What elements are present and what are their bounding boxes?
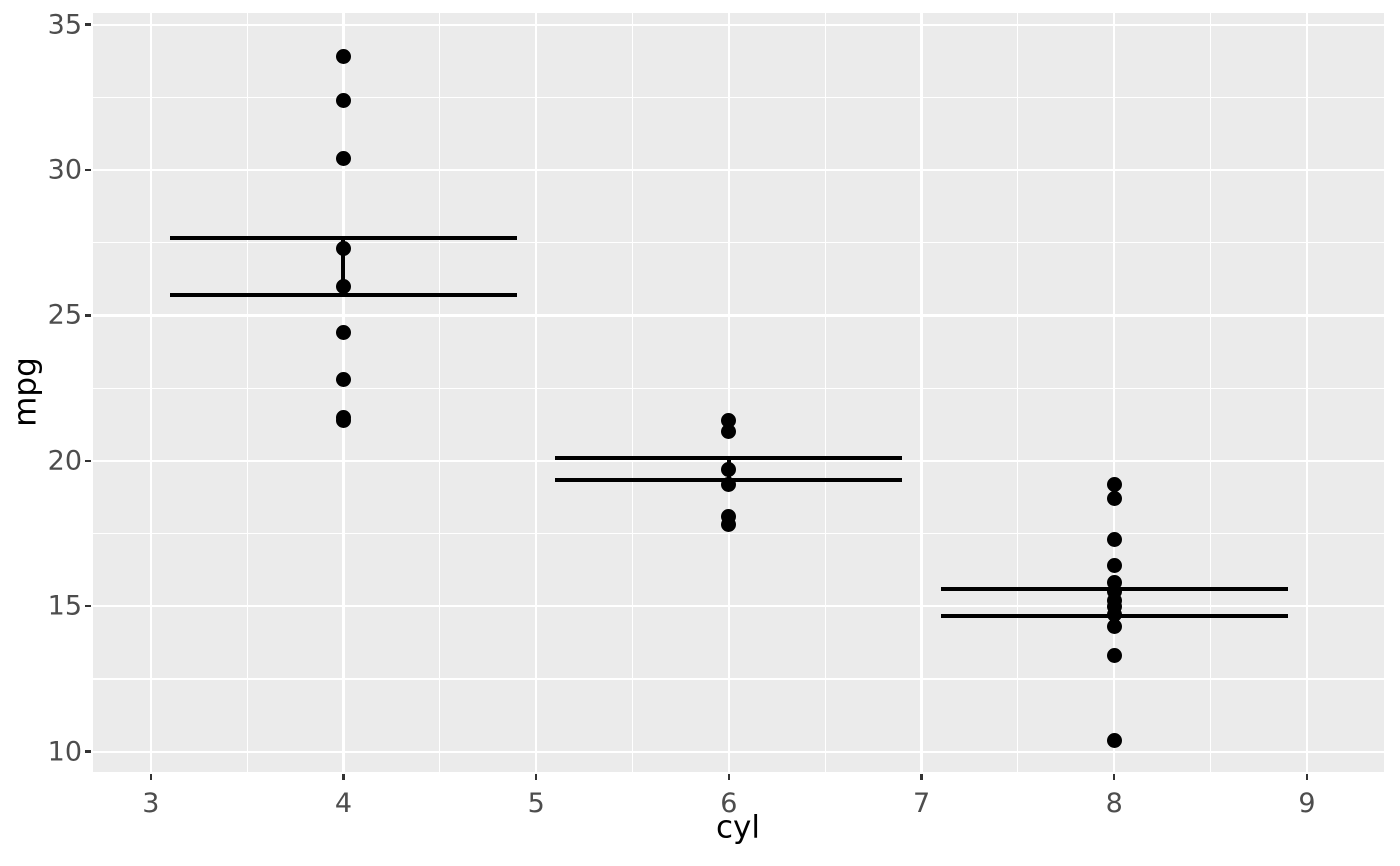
gridline-minor-vertical [439, 13, 441, 772]
gridline-minor-vertical [631, 13, 634, 772]
gridline-minor-horizontal [93, 387, 1384, 389]
data-point [335, 371, 351, 387]
gridline-major-vertical [149, 13, 152, 772]
y-axis-title: mpg [7, 357, 44, 427]
y-axis-tick-label: 30 [47, 154, 82, 186]
data-point [335, 241, 351, 257]
x-axis-tick-label: 5 [527, 788, 545, 819]
gridline-minor-horizontal [93, 96, 1384, 98]
x-axis-tick [1305, 774, 1309, 780]
data-point [1106, 607, 1122, 623]
y-axis-tick [85, 459, 91, 463]
x-axis-tick [727, 774, 731, 780]
data-point [721, 412, 737, 428]
data-point [721, 476, 737, 492]
data-point [335, 325, 351, 341]
gridline-minor-horizontal [93, 532, 1384, 535]
y-axis-tick [85, 168, 91, 172]
gridline-major-vertical [1113, 13, 1116, 772]
x-axis-tick-label: 6 [720, 788, 738, 819]
y-axis-tick [85, 750, 91, 753]
y-axis-tick [85, 314, 91, 317]
data-point [1106, 732, 1122, 748]
gridline-minor-vertical [1209, 13, 1212, 772]
x-axis-tick-label: 8 [1105, 788, 1123, 819]
x-axis-tick [920, 774, 923, 780]
gridline-minor-horizontal [93, 242, 1384, 244]
gridline-major-horizontal [93, 750, 1384, 753]
data-point [1106, 558, 1122, 574]
y-axis-tick-label: 10 [47, 736, 82, 768]
gridline-minor-vertical [246, 13, 248, 772]
gridline-major-vertical [727, 13, 730, 772]
data-point [335, 92, 351, 108]
crossbar-middle-segment [341, 238, 346, 296]
data-point [335, 278, 351, 294]
y-axis-tick-label: 20 [47, 445, 82, 477]
data-point [1106, 619, 1122, 635]
x-axis-tick-label: 4 [334, 788, 353, 819]
x-axis-tick-label: 9 [1298, 788, 1316, 819]
x-axis-tick [149, 774, 152, 780]
gridline-major-vertical [1305, 13, 1308, 772]
gridline-major-horizontal [93, 605, 1384, 608]
data-point [721, 424, 737, 440]
data-point [721, 517, 737, 533]
y-axis-tick [85, 23, 91, 26]
data-point [1106, 476, 1122, 492]
data-point [1106, 491, 1122, 507]
x-axis-tick-label: 7 [912, 788, 931, 819]
data-point [335, 412, 351, 428]
x-axis-tick [342, 774, 345, 780]
y-axis-tick-label: 15 [47, 590, 82, 622]
gridline-minor-horizontal [93, 678, 1384, 680]
crossbar-upper-line [555, 455, 903, 460]
gridline-major-horizontal [93, 314, 1384, 317]
data-point [1106, 531, 1122, 547]
x-axis-tick [1113, 774, 1116, 780]
y-axis-tick-label: 25 [47, 299, 82, 331]
gridline-major-vertical [342, 13, 345, 772]
data-point [335, 150, 351, 166]
y-axis-tick-label: 35 [47, 9, 82, 41]
gridline-minor-vertical [824, 13, 826, 772]
gridline-major-vertical [535, 13, 538, 772]
crossbar-upper-line [170, 236, 517, 241]
x-axis-tick [534, 774, 538, 780]
x-axis-title: cyl [715, 809, 761, 846]
gridline-major-vertical [920, 13, 923, 772]
data-point [335, 49, 351, 65]
gridline-major-horizontal [93, 168, 1384, 172]
gridline-major-horizontal [93, 459, 1384, 462]
crossbar-lower-line [170, 293, 517, 298]
gridline-major-horizontal [93, 23, 1384, 26]
data-point [1106, 648, 1122, 664]
data-point [721, 462, 737, 478]
x-axis-tick-label: 3 [142, 788, 160, 819]
plot-panel [93, 13, 1384, 772]
gridline-minor-vertical [1017, 13, 1019, 772]
y-axis-tick [85, 605, 91, 608]
